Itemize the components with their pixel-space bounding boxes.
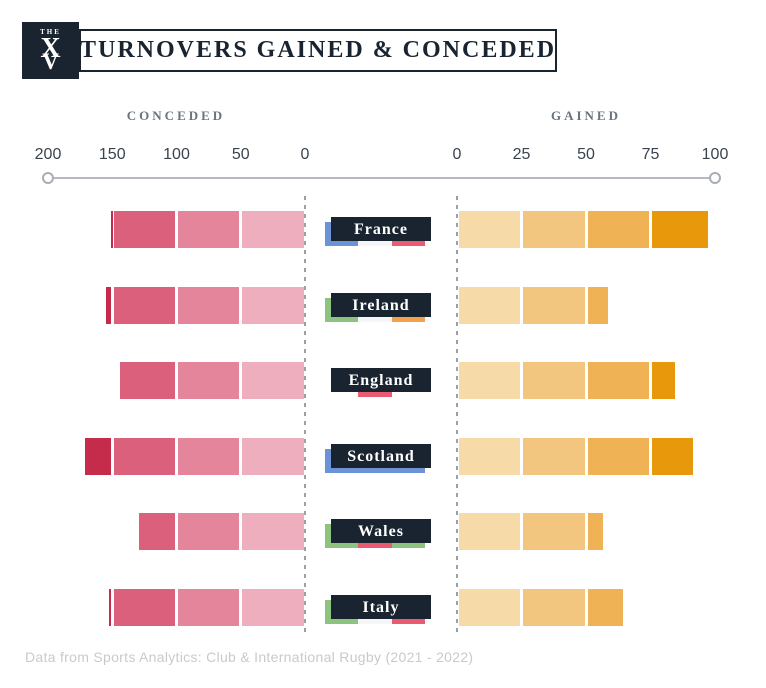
left-zero-gridline — [304, 196, 306, 632]
source-note: Data from Sports Analytics: Club & Inter… — [25, 649, 474, 665]
conceded-bar-segment — [113, 286, 175, 324]
left-axis-tick-label: 150 — [98, 146, 126, 163]
gained-bar-segment — [587, 437, 649, 475]
gained-bar-segment — [458, 362, 520, 400]
conceded-bar-segment — [113, 589, 175, 626]
gained-bar-segment — [652, 211, 709, 248]
team-label-italy: Italy — [331, 595, 431, 619]
monogram-x: X — [40, 33, 61, 64]
chart-title: TURNOVERS GAINED & CONCEDED — [79, 37, 557, 63]
gained-bar-segment — [523, 211, 585, 248]
axis-line — [48, 177, 715, 179]
right-axis-tick-label: 25 — [512, 146, 531, 163]
conceded-bar-segment — [242, 211, 304, 248]
axis-endpoint-right-icon — [709, 172, 721, 184]
left-axis-tick-label: 50 — [231, 146, 250, 163]
conceded-bar-segment — [178, 513, 240, 551]
left-axis-tick-label: 200 — [34, 146, 62, 163]
gained-bar-segment — [458, 286, 520, 324]
axis-endpoint-left-icon — [42, 172, 54, 184]
conceded-bar-segment — [113, 211, 175, 248]
gained-axis-label: GAINED — [550, 108, 621, 123]
conceded-bar-segment — [242, 513, 304, 551]
conceded-axis-label: CONCEDED — [126, 108, 226, 123]
team-label-france: France — [331, 217, 431, 241]
right-axis-tick-label: 100 — [701, 146, 729, 163]
gained-bar-segment — [587, 211, 649, 248]
gained-bar-segment — [523, 589, 585, 626]
conceded-bar-segment — [242, 362, 304, 400]
gained-bar-segment — [587, 589, 624, 626]
conceded-bar-segment — [242, 286, 304, 324]
monogram-v: V — [42, 49, 59, 74]
team-label-scotland: Scotland — [331, 443, 431, 468]
gained-bar-segment — [523, 513, 585, 551]
conceded-bar-segment — [178, 211, 240, 248]
right-zero-gridline — [456, 196, 458, 632]
gained-bar-segment — [587, 362, 649, 400]
gained-bar-segment — [523, 362, 585, 400]
conceded-bar-segment — [111, 211, 114, 248]
gained-bar-segment — [652, 362, 675, 400]
right-axis-tick-label: 0 — [452, 146, 462, 163]
gained-bar-segment — [587, 513, 603, 551]
gained-bar-segment — [523, 286, 585, 324]
brand-logo: THE X V — [22, 22, 79, 79]
xv-monogram-icon: X V — [22, 33, 79, 80]
conceded-bar-segment — [85, 437, 111, 475]
conceded-bar-segment — [106, 286, 111, 324]
conceded-bar-segment — [178, 437, 240, 475]
conceded-bar-segment — [108, 589, 111, 626]
team-label-england: England — [331, 368, 431, 393]
right-axis-tick-label: 50 — [577, 146, 595, 163]
gained-bar-segment — [652, 437, 693, 475]
conceded-bar-segment — [242, 437, 304, 475]
gained-bar-segment — [523, 437, 585, 475]
left-axis-tick-label: 0 — [300, 146, 310, 163]
title-box: TURNOVERS GAINED & CONCEDED — [79, 29, 557, 72]
conceded-bar-segment — [178, 286, 240, 324]
gained-bar-segment — [587, 286, 608, 324]
conceded-bar-segment — [178, 589, 240, 626]
gained-bar-segment — [458, 589, 520, 626]
conceded-bar-segment — [242, 589, 304, 626]
team-label-wales: Wales — [331, 519, 431, 544]
conceded-bar-segment — [139, 513, 175, 551]
gained-bar-segment — [458, 211, 520, 248]
right-axis-tick-label: 75 — [641, 146, 660, 163]
conceded-bar-segment — [113, 437, 175, 475]
gained-bar-segment — [458, 513, 520, 551]
brand-logo-the-text: THE — [40, 28, 61, 36]
gained-bar-segment — [458, 437, 520, 475]
left-axis-tick-label: 100 — [163, 146, 190, 163]
conceded-bar-segment — [120, 362, 175, 400]
team-label-ireland: Ireland — [331, 292, 431, 317]
conceded-bar-segment — [178, 362, 240, 400]
